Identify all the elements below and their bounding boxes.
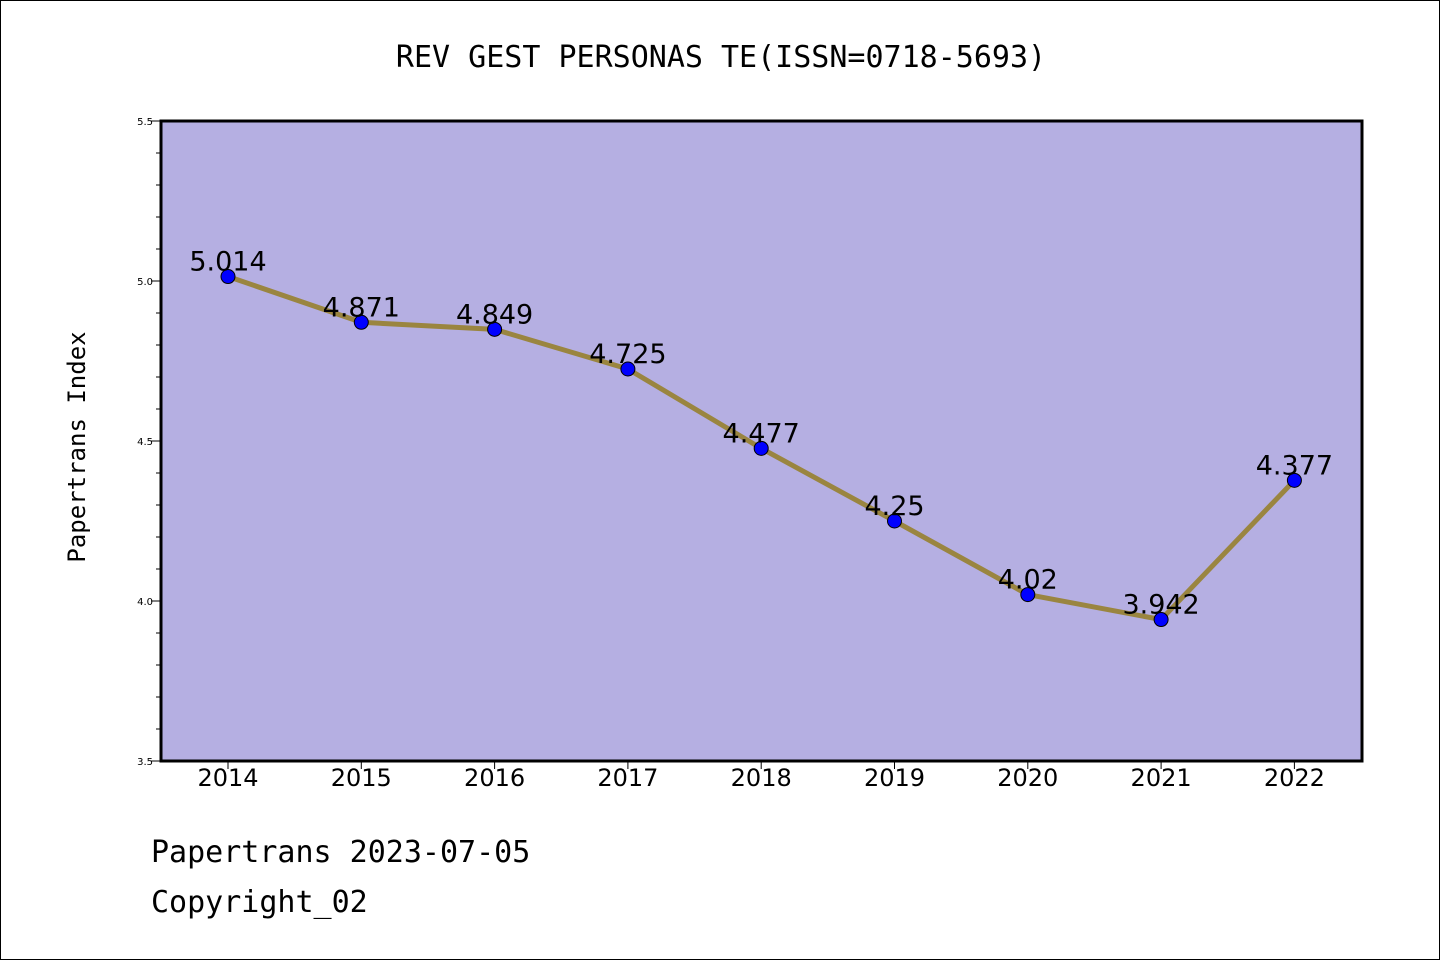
y-tick-label: 4.0 xyxy=(137,597,153,608)
data-label: 5.014 xyxy=(189,247,266,278)
x-tick-label: 2022 xyxy=(1264,764,1325,792)
data-label: 4.477 xyxy=(723,418,800,449)
data-point xyxy=(487,321,503,337)
data-point xyxy=(887,513,902,529)
footer-date: Papertrans 2023-07-05 xyxy=(151,835,531,870)
data-point xyxy=(753,440,769,456)
data-label: 4.02 xyxy=(998,565,1058,596)
x-tick-label: 2018 xyxy=(731,764,792,792)
data-label: 4.871 xyxy=(323,292,400,323)
data-point xyxy=(620,361,636,377)
y-axis-ticks: 3.5 4.0 4.5 5.0 5.5 xyxy=(137,117,161,768)
data-point xyxy=(1153,612,1169,628)
data-point xyxy=(220,269,236,285)
data-label: 4.849 xyxy=(456,299,533,330)
data-point xyxy=(1286,472,1302,488)
x-axis-ticks: 2014 2015 2016 2017 2018 2019 2020 2021 2022 xyxy=(197,761,1325,792)
chart-title: REV GEST PERSONAS TE(ISSN=0718-5693) xyxy=(396,40,1046,75)
y-axis-label: Papertrans Index xyxy=(63,331,91,562)
x-tick-label: 2021 xyxy=(1131,764,1192,792)
x-tick-label: 2015 xyxy=(331,764,392,792)
data-point xyxy=(1020,587,1036,603)
data-label: 4.25 xyxy=(864,491,924,522)
x-tick-label: 2016 xyxy=(464,764,525,792)
data-label: 3.942 xyxy=(1122,590,1199,621)
data-label: 4.377 xyxy=(1256,450,1333,481)
x-tick-label: 2020 xyxy=(997,764,1058,792)
footer-copyright: Copyright_02 xyxy=(151,885,368,920)
data-markers xyxy=(220,269,1302,628)
x-tick-label: 2014 xyxy=(197,764,258,792)
x-tick-label: 2019 xyxy=(864,764,925,792)
data-point xyxy=(353,314,369,330)
data-label: 4.725 xyxy=(589,339,666,370)
y-tick-label: 5.5 xyxy=(137,117,153,128)
y-tick-label: 3.5 xyxy=(137,757,153,768)
y-tick-label: 4.5 xyxy=(137,437,153,448)
data-labels: 5.014 4.871 4.849 4.725 4.477 4.25 4.02 3.942 4.… xyxy=(189,247,1333,621)
y-tick-label: 5.0 xyxy=(137,277,153,288)
x-tick-label: 2017 xyxy=(597,764,658,792)
